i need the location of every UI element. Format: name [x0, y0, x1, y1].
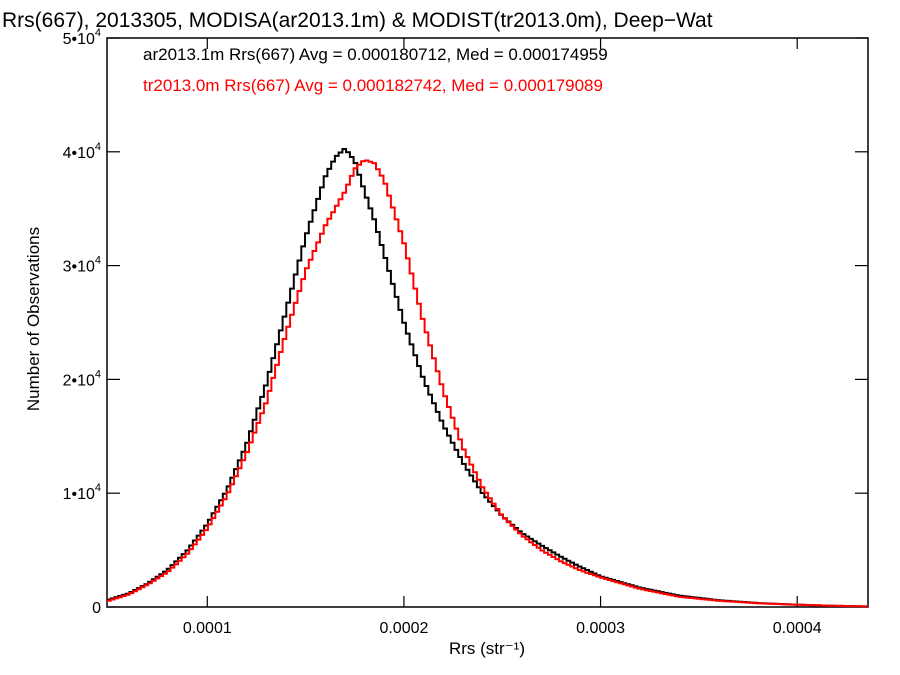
y-tick-label-exponent: 4: [95, 368, 101, 380]
x-tick-label: 0.0001: [183, 620, 232, 637]
x-tick-label: 0.0003: [576, 620, 625, 637]
plot-frame: [106, 37, 869, 608]
y-tick-label: 1•104: [63, 482, 101, 503]
series-line-1: [107, 148, 868, 608]
y-tick-label: 4•104: [63, 141, 101, 162]
y-tick-label-exponent: 4: [95, 27, 101, 39]
y-tick-label-exponent: 4: [95, 482, 101, 494]
y-tick-label: 2•104: [63, 368, 101, 389]
y-tick-label: 5•104: [63, 27, 101, 48]
y-tick-label-exponent: 4: [95, 255, 101, 267]
y-tick-label-base: 1•10: [63, 486, 95, 503]
y-tick-label-base: 3•10: [63, 259, 95, 276]
legend-entry-1: ar2013.1m Rrs(667) Avg = 0.000180712, Me…: [143, 45, 608, 64]
y-axis-label: Number of Observations: [24, 227, 43, 411]
series-line-2: [107, 159, 868, 608]
y-tick-label-base: 2•10: [63, 372, 95, 389]
y-tick-label-base: 4•10: [63, 145, 95, 162]
x-tick-label: 0.0002: [379, 620, 428, 637]
y-tick-label-exponent: 4: [95, 141, 101, 153]
legend-entry-2: tr2013.0m Rrs(667) Avg = 0.000182742, Me…: [143, 76, 603, 95]
y-tick-label: 0: [92, 600, 101, 617]
chart-title: Rrs(667), 2013305, MODISA(ar2013.1m) & M…: [2, 9, 713, 32]
y-tick-label: 3•104: [63, 255, 101, 276]
y-tick-label-base: 5•10: [63, 31, 95, 48]
x-axis-label: Rrs (str⁻¹): [449, 639, 525, 658]
x-tick-label: 0.0004: [773, 620, 822, 637]
